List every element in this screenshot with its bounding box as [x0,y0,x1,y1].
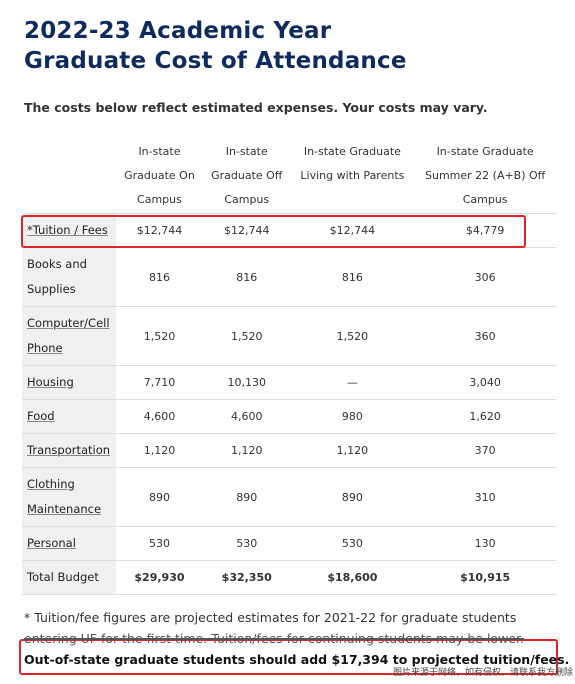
cell-value: 530 [290,526,415,561]
cell-value: $29,930 [116,560,203,595]
cell-value: 3,040 [414,365,556,400]
cell-value: 10,130 [202,365,291,400]
title-line-1: 2022-23 Academic Year [24,18,332,44]
row-label[interactable]: Clothing Maintenance [22,467,116,527]
cell-value: 1,120 [290,433,415,468]
page-title: 2022-23 Academic Year Graduate Cost of A… [24,16,407,76]
cell-value: 310 [414,467,556,527]
footnote: * Tuition/fee figures are projected esti… [24,607,564,649]
table-header-row: In-state Graduate On Campus In-state Gradua… [22,140,556,214]
cell-value: 890 [116,467,203,527]
row-label[interactable]: Computer/Cell Phone [22,306,116,366]
cell-value: 306 [414,247,556,307]
subtitle: The costs below reflect estimated expens… [24,100,488,115]
row-label[interactable]: Food [22,399,116,434]
cell-value: 530 [116,526,203,561]
cell-value: $12,744 [290,213,415,248]
table-body: *Tuition / Fees $12,744 $12,744 $12,744 $4,7… [22,213,556,595]
row-label[interactable]: Housing [22,365,116,400]
outstate-note: Out-of-state graduate students should ad… [24,652,570,667]
cell-value: 1,520 [202,306,291,366]
watermark: 图片来源于网络，如有侵权，请联系我方删除 [392,668,573,678]
cell-value: 1,620 [414,399,556,434]
row-label: Total Budget [22,560,116,595]
cell-value: 1,520 [116,306,203,366]
cell-value: 370 [414,433,556,468]
row-label[interactable]: Personal [22,526,116,561]
cell-value: $18,600 [290,560,415,595]
cell-value: $4,779 [414,213,556,248]
cell-value: $12,744 [116,213,203,248]
cell-value: 816 [116,247,203,307]
cell-value: 4,600 [116,399,203,434]
title-line-2: Graduate Cost of Attendance [24,48,407,74]
table-row: Housing 7,710 10,130—3,040 [22,365,556,400]
row-label: Books and Supplies [22,247,116,307]
cell-value: $32,350 [202,560,291,595]
cell-value: $10,915 [414,560,556,595]
cell-value: 130 [414,526,556,561]
row-label[interactable]: Transportation [22,433,116,468]
cell-value: 530 [202,526,291,561]
cell-value: 890 [202,467,291,527]
cell-value: 7,710 [116,365,203,400]
footnote-line-2: entering UF for the first time. Tuition/… [24,631,524,646]
cell-value: $12,744 [202,213,291,248]
table-row: Transportation 1,120 1,120 1,120 370 [22,433,556,468]
column-header: In-state Graduate Living with Parents [300,145,405,182]
cell-value: 1,520 [290,306,415,366]
cell-value: 1,120 [202,433,291,468]
cell-value: — [290,365,415,400]
cell-value: 890 [290,467,415,527]
header-blank [22,140,116,214]
cell-value: 1,120 [116,433,203,468]
column-header: In-state Graduate Summer 22 (A+B) Off Camp… [424,145,546,206]
table-row: Books and Supplies 816 816 816 306 [22,247,556,307]
column-header: In-state Graduate Off Campus [211,145,283,206]
table-row: Clothing Maintenance 890 890 890 310 [22,467,556,527]
cell-value: 980 [290,399,415,434]
cost-table: In-state Graduate On Campus In-state Gradua… [22,140,556,595]
table-row: Food 4,600 4,600 980 1,620 [22,399,556,434]
cell-value: 816 [290,247,415,307]
cell-value: 816 [202,247,291,307]
cell-value: 4,600 [202,399,291,434]
column-header: In-state Graduate On Campus [124,145,195,206]
table-row: Total Budget $29,930 $32,350 $18,600 $10,915 [22,560,556,595]
table-row: Personal 530 530 530 130 [22,526,556,561]
table-row: *Tuition / Fees $12,744 $12,744 $12,744 $4,7… [22,213,556,248]
footnote-line-1: * Tuition/fee figures are projected esti… [24,610,517,625]
row-label[interactable]: *Tuition / Fees [22,213,116,248]
table-row: Computer/Cell Phone 1,520 1,520 1,520 360 [22,306,556,366]
cell-value: 360 [414,306,556,366]
